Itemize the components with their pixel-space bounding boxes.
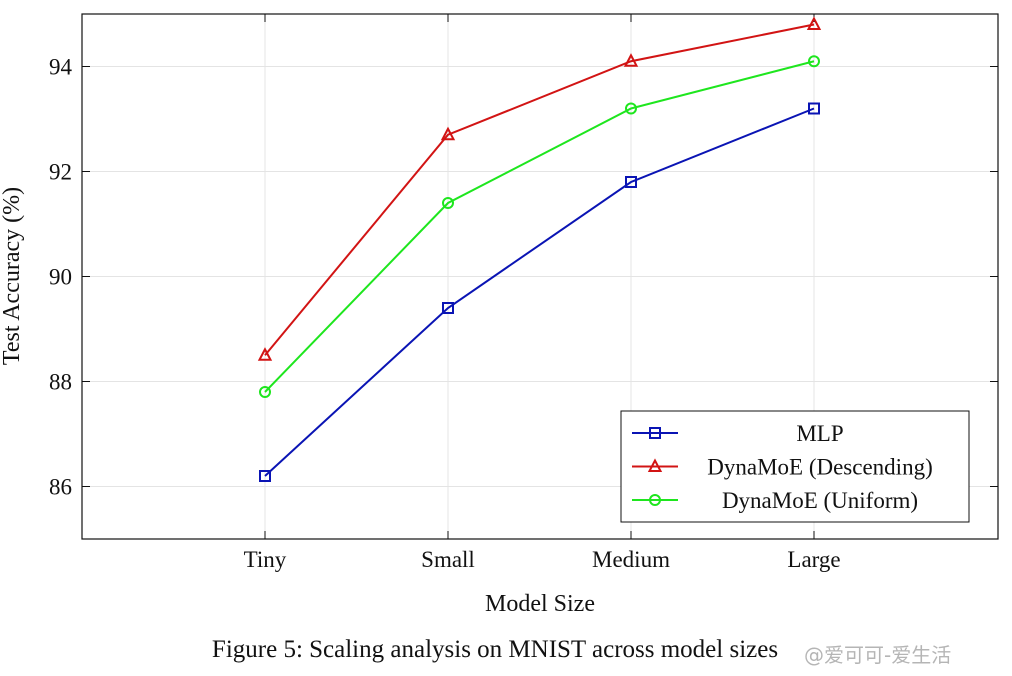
- series-dynamoe-uniform: [259, 55, 820, 398]
- y-tick-label: 88: [49, 370, 72, 395]
- data-point-dynamoe-descending: [806, 16, 822, 30]
- series-line-mlp: [264, 107, 815, 477]
- series-layer: [257, 16, 822, 482]
- legend-marker: [649, 427, 661, 439]
- y-tick-label: 86: [49, 475, 72, 500]
- data-point-mlp: [442, 302, 454, 314]
- series-dynamoe-descending: [257, 16, 822, 361]
- data-point-dynamoe-descending: [257, 347, 273, 361]
- data-point-dynamoe-uniform: [259, 386, 271, 398]
- legend-marker: [647, 458, 663, 472]
- figure-caption: Figure 5: Scaling analysis on MNIST acro…: [211, 636, 779, 663]
- x-tick-label: Medium: [592, 547, 670, 572]
- series-line-dynamoe-descending: [264, 23, 815, 356]
- y-axis-ticks: 86 88 90 92 94: [49, 55, 998, 500]
- y-tick-label: 92: [49, 160, 72, 185]
- x-tick-label: Small: [421, 547, 475, 572]
- data-point-dynamoe-descending: [623, 53, 639, 67]
- data-point-dynamoe-uniform: [625, 102, 637, 115]
- watermark: @爱可可-爱生活: [804, 643, 952, 667]
- x-tick-label: Tiny: [244, 547, 287, 572]
- legend-label: DynaMoE (Uniform): [722, 488, 918, 513]
- y-axis-label: Test Accuracy (%): [0, 187, 25, 365]
- x-axis-ticks: Tiny Small Medium Large: [244, 14, 841, 572]
- grid: [82, 14, 998, 539]
- data-point-mlp: [808, 102, 820, 115]
- legend-entry-dynamoe-descending: DynaMoE (Descending): [632, 455, 933, 480]
- legend-entry-dynamoe-uniform: DynaMoE (Uniform): [632, 488, 918, 513]
- legend-entry-mlp: MLP: [632, 421, 844, 446]
- data-point-mlp: [625, 176, 637, 188]
- y-tick-label: 90: [49, 265, 72, 290]
- legend-label: MLP: [796, 421, 843, 446]
- data-point-mlp: [259, 470, 271, 482]
- y-tick-label: 94: [49, 55, 73, 80]
- plot-frame: [81, 13, 999, 540]
- legend-marker: [649, 494, 661, 506]
- legend: MLP DynaMoE (Descending) DynaMoE (Uniform): [620, 410, 970, 523]
- data-point-dynamoe-uniform: [808, 55, 820, 68]
- x-axis-label: Model Size: [485, 591, 595, 617]
- series-mlp: [259, 102, 820, 482]
- data-point-dynamoe-descending: [440, 126, 456, 141]
- x-tick-label: Large: [787, 547, 840, 572]
- chart: 86 88 90 92 94 Tiny Small Medium Large Model Si…: [0, 13, 999, 617]
- legend-label: DynaMoE (Descending): [707, 455, 932, 480]
- legend-box: [620, 410, 970, 523]
- data-point-dynamoe-uniform: [442, 197, 454, 209]
- series-line-dynamoe-uniform: [264, 60, 815, 393]
